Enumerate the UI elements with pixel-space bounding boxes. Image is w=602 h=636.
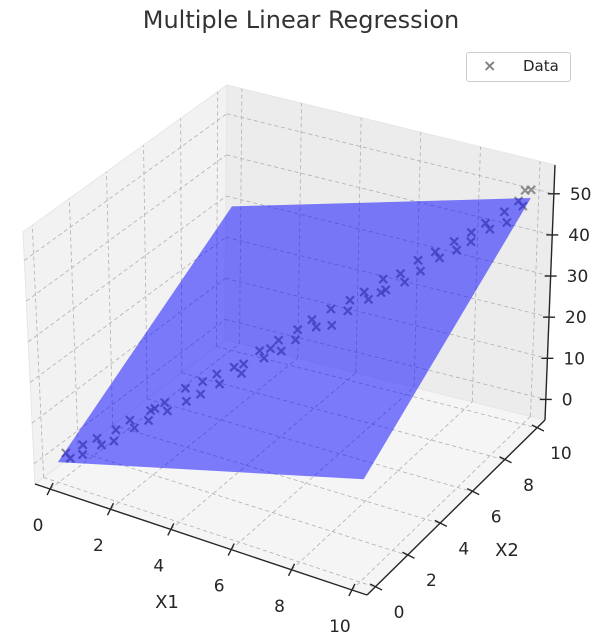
x1-tick-label: 0 [33,516,44,536]
gridline-x2-wall [106,171,114,426]
x2-tick-mark [369,583,383,591]
x2-tick-label: 4 [458,539,469,559]
gridline-z-left [27,195,227,343]
x2-tick-label: 2 [426,571,437,591]
x1-tick-mark [46,482,54,496]
z-tick-label: 40 [568,226,590,246]
data-point [520,185,530,196]
x2-tick-mark [466,487,480,496]
z-tick-label: 10 [563,349,585,369]
legend: × Data [466,52,571,82]
gridline-z-back [226,113,554,195]
x2-axis-label: X2 [495,540,519,561]
z-axis-line [544,164,556,421]
x1-tick-label: 2 [93,536,104,556]
x1-tick-label: 6 [214,577,225,597]
gridline-x2-floor [43,477,376,588]
x-marker-icon: × [483,56,497,75]
x1-axis-label: X1 [155,592,179,613]
gridline-x2-wall [31,225,45,478]
x2-tick-mark [499,456,512,464]
x1-tick-label: 4 [153,556,164,576]
gridline-x1-floor [291,401,473,571]
x1-axis-line [34,483,368,596]
gridline-x1-wall [530,161,541,417]
gridline-z-left [26,154,227,302]
x1-tick-mark [227,543,235,556]
x2-tick-mark [531,424,545,432]
legend-label: Data [523,57,559,75]
z-tick-label: 30 [567,267,589,287]
x2-tick-label: 0 [394,603,405,623]
z-tick-label: 0 [562,390,573,410]
gridline-x2-wall [68,198,79,452]
data-point-stroke [520,185,530,196]
x1-tick-label: 10 [329,617,351,636]
x2-tick-label: 8 [523,476,534,496]
x2-axis-line [366,419,546,596]
z-tick-label: 50 [570,185,592,205]
z-tick-label: 20 [565,308,587,328]
chart-title: Multiple Linear Regression [142,6,460,34]
x1-tick-mark [106,502,115,516]
x2-tick-label: 10 [550,444,572,464]
x1-tick-mark [348,583,356,597]
gridline-z-left [31,277,226,424]
gridline-z-left [29,236,227,383]
x1-tick-mark [287,563,296,577]
regression-plane [57,198,531,480]
x1-tick-label: 8 [274,597,285,617]
gridline-x2-floor [78,450,408,556]
x2-tick-label: 6 [491,508,502,528]
x1-tick-mark [167,523,175,536]
gridline-x2-floor [216,346,538,429]
x2-tick-mark [434,519,448,528]
x2-tick-mark [402,551,415,559]
gridline-z-back [225,319,546,400]
gridline-z-back [225,277,548,359]
